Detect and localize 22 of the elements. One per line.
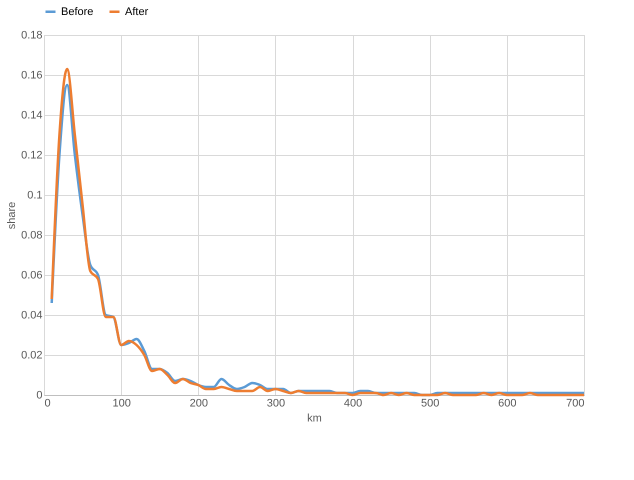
- x-tick-label: 600: [498, 398, 517, 410]
- y-tick-label: 0.02: [21, 350, 42, 362]
- y-tick-label: 0.1: [27, 190, 42, 202]
- legend-label: Before: [61, 6, 94, 18]
- y-axis-title: share: [6, 202, 18, 230]
- x-tick-label: 200: [190, 398, 208, 410]
- x-tick-label: 0: [44, 398, 51, 410]
- x-tick-label: 300: [266, 398, 286, 410]
- y-tick-label: 0.06: [21, 270, 42, 282]
- y-tick-label: 0.14: [21, 110, 42, 122]
- y-tick-label: 0: [36, 390, 42, 402]
- y-tick-label: 0.08: [21, 230, 42, 242]
- x-tick-label: 100: [112, 398, 131, 410]
- x-tick-label: 500: [421, 398, 440, 410]
- x-tick-label: 700: [566, 398, 584, 410]
- y-tick-label: 0.16: [21, 70, 42, 82]
- x-axis-title: km: [307, 412, 322, 424]
- y-tick-label: 0.04: [21, 310, 42, 322]
- y-tick-label: 0.18: [21, 30, 42, 42]
- x-tick-label: 400: [344, 398, 362, 410]
- legend-label: After: [125, 6, 149, 18]
- y-tick-label: 0.12: [21, 150, 42, 162]
